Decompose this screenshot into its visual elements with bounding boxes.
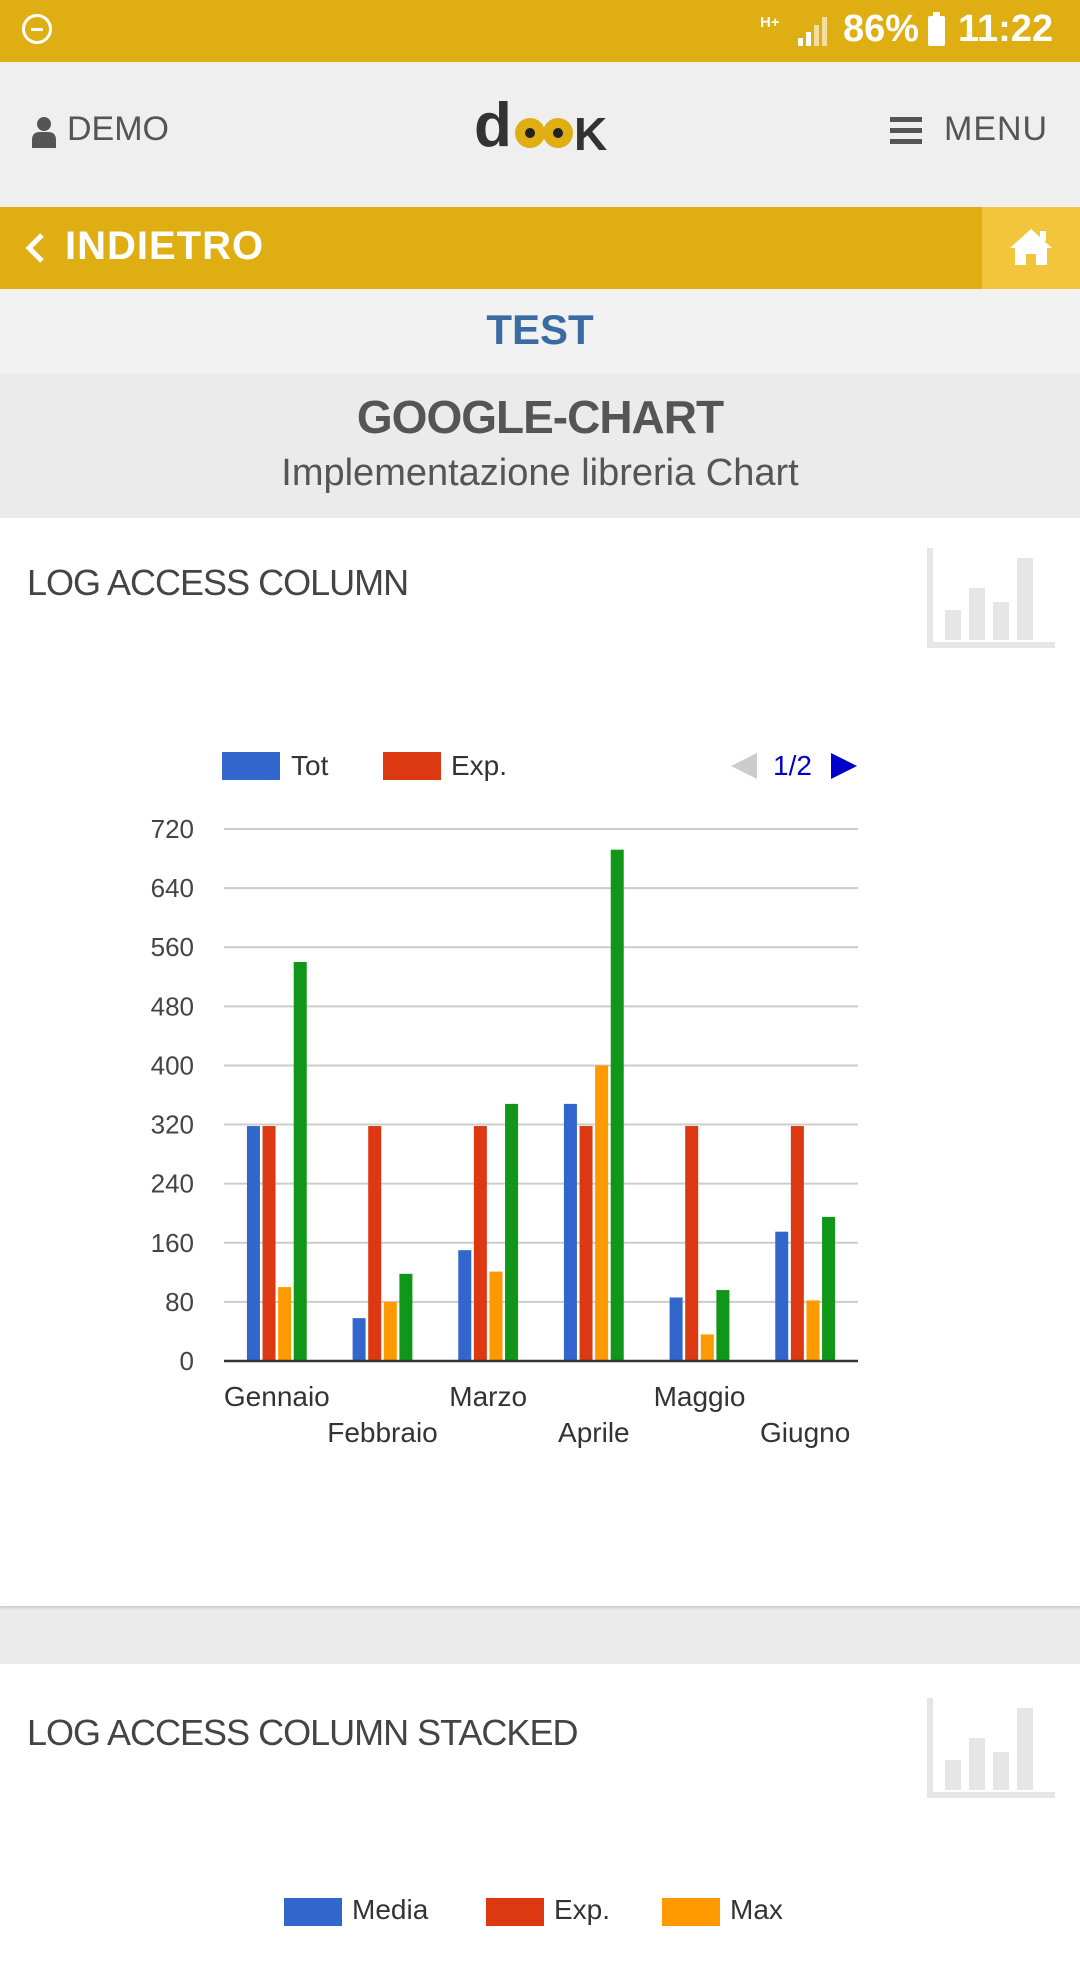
y-tick-label: 240 <box>151 1169 194 1199</box>
bar <box>806 1300 820 1361</box>
battery-icon <box>928 12 945 46</box>
network-type-label: H+ <box>760 14 780 31</box>
legend-label: Max <box>730 1894 783 1925</box>
bar <box>278 1287 292 1361</box>
x-category-label: Gennaio <box>224 1381 330 1412</box>
menu-button[interactable]: MENU <box>944 110 1049 148</box>
clock: 11:22 <box>958 8 1054 50</box>
chevron-left-icon[interactable] <box>24 232 46 264</box>
bar <box>368 1126 382 1361</box>
home-button[interactable] <box>982 207 1080 289</box>
signal-icon <box>798 17 827 46</box>
legend-swatch <box>662 1898 720 1926</box>
svg-text:d: d <box>474 91 512 156</box>
bar <box>595 1065 609 1361</box>
y-tick-label: 320 <box>151 1110 194 1140</box>
legend-swatch <box>284 1898 342 1926</box>
back-bar[interactable] <box>0 207 982 289</box>
back-button[interactable]: INDIETRO <box>65 224 265 268</box>
y-tick-label: 80 <box>165 1287 194 1317</box>
chart-card-stacked: LOG ACCESS COLUMN STACKED Media Exp. Max <box>0 1664 1080 1964</box>
bar <box>579 1126 593 1361</box>
bar <box>505 1103 519 1361</box>
next-page-icon[interactable] <box>829 752 859 780</box>
bar <box>293 962 307 1361</box>
do-not-disturb-icon <box>22 14 52 44</box>
y-tick-label: 480 <box>151 991 194 1021</box>
y-tick-label: 400 <box>151 1050 194 1080</box>
user-name-label[interactable]: DEMO <box>67 110 169 148</box>
y-tick-label: 720 <box>151 814 194 844</box>
bar <box>383 1301 397 1361</box>
hamburger-menu-icon[interactable] <box>890 117 922 145</box>
bar <box>489 1271 503 1361</box>
y-tick-label: 0 <box>180 1346 194 1376</box>
bar <box>246 1126 260 1361</box>
bar <box>610 849 624 1361</box>
bar <box>685 1126 699 1361</box>
svg-text:K: K <box>574 108 607 156</box>
bar <box>563 1103 577 1361</box>
legend-label: Media <box>352 1894 429 1925</box>
x-category-label: Aprile <box>558 1417 630 1448</box>
legend-pager: 1/2 <box>773 750 812 781</box>
home-icon <box>1010 229 1052 265</box>
bar <box>822 1216 836 1361</box>
bar-chart-icon <box>927 548 1055 648</box>
bar-chart-icon <box>927 1698 1055 1798</box>
chart-card: LOG ACCESS COLUMN Tot Exp. 1/2 0 80 160 240… <box>0 518 1080 1606</box>
legend-label: Tot <box>291 750 329 781</box>
bar <box>775 1231 789 1361</box>
page-subtitle: Implementazione libreria Chart <box>281 452 799 494</box>
dook-logo[interactable]: d K <box>474 90 610 156</box>
legend-swatch <box>383 752 441 780</box>
legend-swatch <box>222 752 280 780</box>
x-category-label: Maggio <box>654 1381 746 1412</box>
status-bar: H+ 86% 11:22 <box>0 0 1080 62</box>
bar <box>399 1273 413 1361</box>
bar <box>473 1126 487 1361</box>
column-chart: 0 80 160 240 320 400 480 560 640 720 Gennaio Febbra… <box>151 814 858 1448</box>
legend-label: Exp. <box>554 1894 611 1925</box>
section-title: TEST <box>486 306 594 353</box>
bar <box>458 1250 472 1361</box>
card-title: LOG ACCESS COLUMN STACKED <box>27 1712 578 1753</box>
bar <box>669 1297 683 1361</box>
bar <box>352 1318 366 1361</box>
y-tick-label: 160 <box>151 1228 194 1258</box>
bar <box>262 1126 276 1361</box>
bar <box>790 1126 804 1361</box>
prev-page-icon[interactable] <box>729 752 759 780</box>
x-category-label: Marzo <box>449 1381 527 1412</box>
y-tick-label: 640 <box>151 873 194 903</box>
bar <box>716 1290 730 1361</box>
card-title: LOG ACCESS COLUMN <box>27 562 409 603</box>
section-title-bar <box>0 289 1080 373</box>
legend-swatch <box>486 1898 544 1926</box>
x-category-label: Giugno <box>760 1417 850 1448</box>
bar <box>700 1334 714 1361</box>
user-icon[interactable] <box>32 116 56 148</box>
x-category-label: Febbraio <box>327 1417 438 1448</box>
legend-label: Exp. <box>451 750 508 781</box>
y-tick-label: 560 <box>151 932 194 962</box>
battery-percentage: 86% <box>843 8 920 50</box>
page-title: GOOGLE-CHART <box>356 391 724 443</box>
